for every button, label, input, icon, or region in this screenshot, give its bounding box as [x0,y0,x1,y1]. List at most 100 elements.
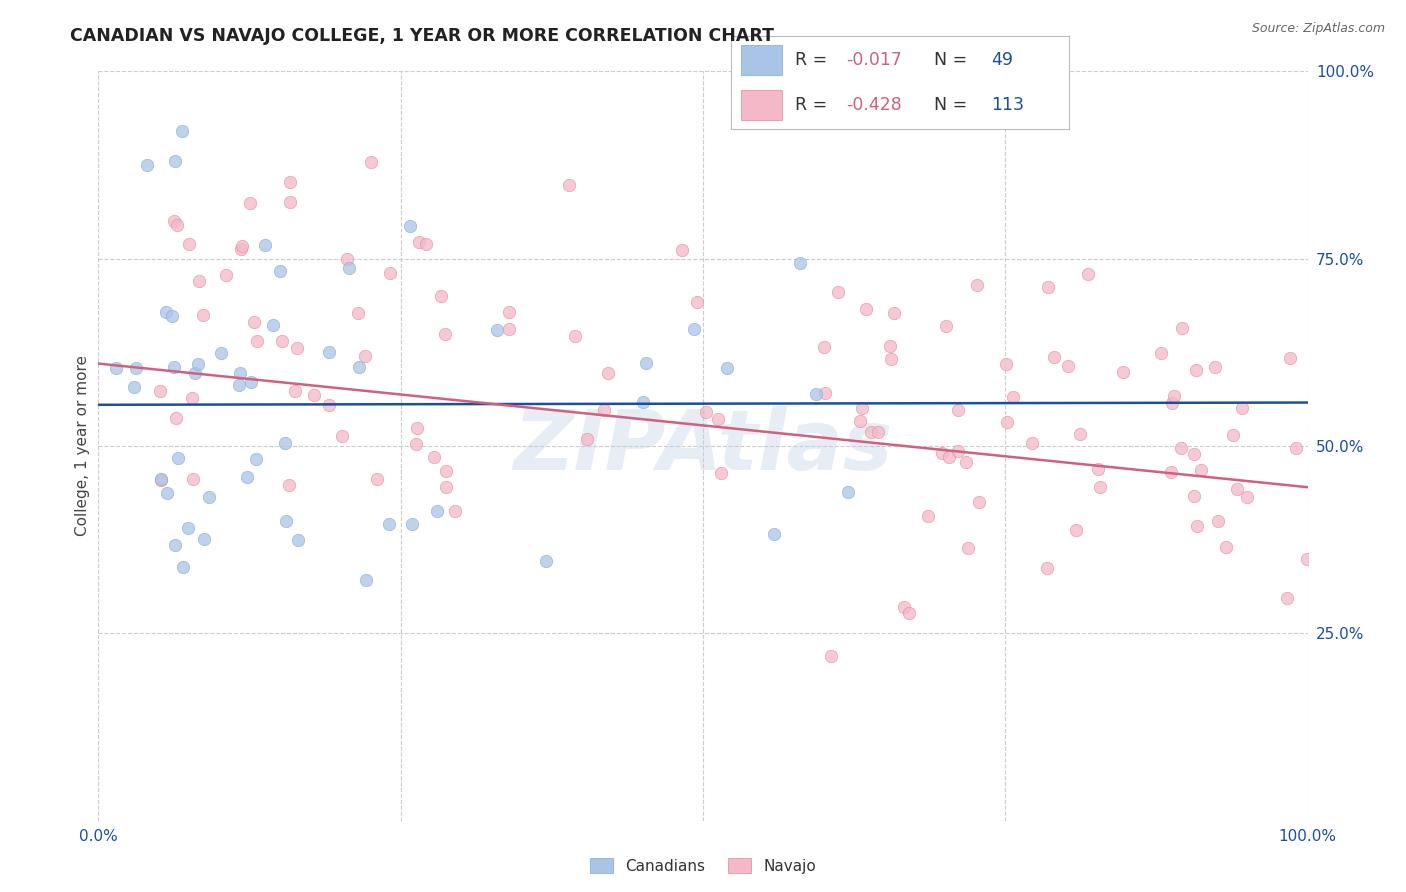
Point [820,648,842,663]
Text: 113: 113 [991,96,1024,114]
Point [366,472,388,486]
Point [935,318,957,333]
Point [377,516,399,531]
Point [1038,280,1060,294]
FancyBboxPatch shape [741,45,782,75]
Point [1087,462,1109,476]
Point [1182,489,1205,503]
Point [1088,480,1111,494]
Point [408,235,430,250]
Point [172,560,194,574]
Point [710,466,733,480]
Point [995,415,1018,429]
Point [243,314,266,328]
Point [187,357,209,371]
Point [284,384,307,398]
Point [125,360,148,375]
Point [434,464,457,478]
Point [883,306,905,320]
Point [1150,346,1173,360]
Point [498,305,520,319]
Point [180,391,202,405]
Point [1163,389,1185,403]
Point [837,485,859,500]
Point [401,517,423,532]
Point [304,387,326,401]
Point [634,356,657,370]
Point [1230,401,1253,416]
Point [706,412,728,426]
Point [695,405,717,419]
Point [165,410,187,425]
Point [166,218,188,232]
Point [285,342,308,356]
Point [246,334,269,349]
Point [318,398,340,412]
Point [564,329,586,343]
Point [946,443,969,458]
Point [160,309,183,323]
Point [859,425,882,440]
Point [897,606,920,620]
Point [1189,463,1212,477]
Point [1204,359,1226,374]
Point [170,124,193,138]
Point [955,455,977,469]
Point [1160,465,1182,479]
Point [191,309,214,323]
Text: -0.017: -0.017 [846,51,901,69]
Point [354,573,377,587]
Point [104,360,127,375]
Text: 49: 49 [991,51,1012,69]
Point [274,514,297,528]
Point [337,261,360,276]
Text: CANADIAN VS NAVAJO COLLEGE, 1 YEAR OR MORE CORRELATION CHART: CANADIAN VS NAVAJO COLLEGE, 1 YEAR OR MO… [70,27,775,45]
Point [1002,390,1025,404]
Point [880,351,903,366]
Point [330,429,353,443]
Point [405,436,427,450]
Point [149,384,172,399]
Point [229,242,252,256]
Point [762,527,785,541]
Point [558,178,581,193]
Point [155,486,177,500]
Point [498,322,520,336]
Point [155,304,177,318]
Point [1285,442,1308,456]
Point [1277,591,1299,606]
Point [814,386,837,401]
Point [269,264,291,278]
Text: N =: N = [934,96,973,114]
Point [254,237,277,252]
Point [433,326,456,341]
Point [197,490,219,504]
Point [813,340,835,354]
Point [353,349,375,363]
Point [274,436,297,450]
Point [1056,359,1078,373]
Point [1069,426,1091,441]
Point [149,474,172,488]
Point [1170,441,1192,455]
Point [1222,428,1244,442]
Point [229,367,252,381]
Point [124,379,146,393]
Point [236,469,259,483]
Point [1161,396,1184,410]
Legend: Canadians, Navajo: Canadians, Navajo [583,852,823,880]
Point [995,357,1018,371]
Point [278,477,301,491]
Point [136,158,159,172]
Point [879,339,901,353]
Point [426,504,449,518]
Point [1296,551,1319,566]
Point [1077,267,1099,281]
Point [1279,351,1302,365]
Point [239,196,262,211]
Point [1021,436,1043,450]
Point [849,414,872,428]
Point [1185,519,1208,533]
Point [827,285,849,299]
Point [378,266,401,280]
